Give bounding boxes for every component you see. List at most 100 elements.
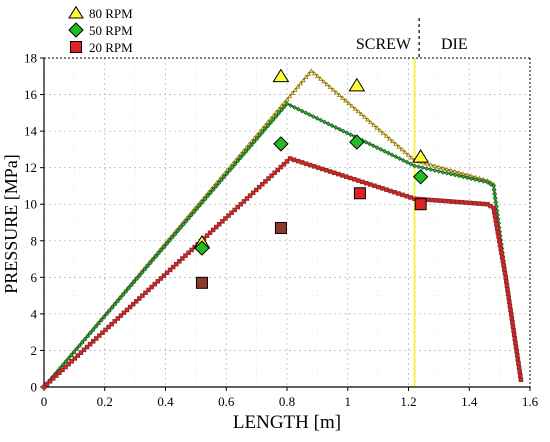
measured-point-50-rpm <box>273 136 289 152</box>
measured-points <box>193 68 430 289</box>
curve-marker-50-rpm <box>412 163 417 169</box>
curve-marker-20-rpm <box>149 284 154 290</box>
curve-marker-20-rpm <box>335 171 341 177</box>
curve-marker-20-rpm <box>498 246 503 251</box>
curve-marker-20-rpm <box>210 227 216 233</box>
curve-marker-20-rpm <box>344 174 349 179</box>
curve-marker-20-rpm <box>152 281 157 287</box>
curve-marker-20-rpm <box>497 238 502 243</box>
curve-marker-50-rpm <box>104 311 110 317</box>
curve-marker-20-rpm <box>396 191 401 196</box>
curve-marker-50-rpm <box>229 164 235 170</box>
curve-marker-50-rpm <box>123 289 129 294</box>
curve-marker-20-rpm <box>315 165 321 170</box>
curve-marker-80-rpm <box>292 87 298 92</box>
legend: 80 RPM 50 RPM 20 RPM <box>68 5 133 55</box>
curve-marker-20-rpm <box>284 159 290 164</box>
curve-marker-20-rpm <box>137 296 142 301</box>
curve-marker-20-rpm <box>250 190 256 196</box>
curve-marker-80-rpm <box>300 78 306 83</box>
curve-marker-20-rpm <box>507 303 513 309</box>
curve-marker-20-rpm <box>44 381 50 387</box>
curve-marker-50-rpm <box>456 173 462 179</box>
curve-marker-50-rpm <box>493 200 499 205</box>
curve-marker-50-rpm <box>389 152 395 158</box>
curve-marker-50-rpm <box>310 114 316 119</box>
curve-marker-20-rpm <box>408 195 413 200</box>
curve-marker-50-rpm <box>191 209 197 215</box>
curve-marker-20-rpm <box>429 197 434 203</box>
curve-marker-50-rpm <box>98 317 104 323</box>
curve-marker-20-rpm <box>319 166 325 172</box>
curve-marker-50-rpm <box>96 320 102 326</box>
curve-marker-20-rpm <box>376 184 381 190</box>
curve-marker-20-rpm <box>241 199 247 204</box>
curve-marker-20-rpm <box>84 344 90 350</box>
curve-marker-50-rpm <box>178 225 183 231</box>
curve-marker-20-rpm <box>115 316 121 321</box>
curve-marker-20-rpm <box>507 299 512 305</box>
curve-marker-20-rpm <box>499 254 505 260</box>
curve-marker-50-rpm <box>440 169 446 175</box>
curve-marker-80-rpm <box>333 90 339 95</box>
x-tick-label: 0.8 <box>279 394 295 409</box>
curve-marker-50-rpm <box>492 191 498 197</box>
curve-marker-20-rpm <box>404 193 409 199</box>
curve-marker-50-rpm <box>257 133 263 138</box>
curve-marker-20-rpm <box>291 157 297 163</box>
curve-marker-80-rpm <box>303 74 309 79</box>
curve-marker-50-rpm <box>370 143 376 149</box>
curve-marker-50-rpm <box>137 273 142 278</box>
curve-marker-50-rpm <box>279 107 284 113</box>
curve-marker-20-rpm <box>459 200 464 205</box>
curve-marker-20-rpm <box>275 167 280 173</box>
curve-marker-50-rpm <box>74 346 80 352</box>
curve-marker-20-rpm <box>496 234 501 239</box>
curve-marker-20-rpm <box>87 341 93 347</box>
curve-marker-50-rpm <box>205 193 211 199</box>
curve-marker-50-rpm <box>432 168 438 173</box>
curve-marker-50-rpm <box>246 145 252 151</box>
curve-marker-20-rpm <box>468 200 473 206</box>
curve-marker-50-rpm <box>180 222 186 228</box>
curve-marker-20-rpm <box>269 173 274 178</box>
curve-marker-20-rpm <box>463 200 469 205</box>
curve-marker-20-rpm <box>278 164 284 170</box>
curve-marker-20-rpm <box>247 193 253 198</box>
measured-point-20-rpm <box>195 276 208 289</box>
curve-marker-80-rpm <box>371 122 377 127</box>
curve-marker-20-rpm <box>164 270 170 276</box>
curve-marker-80-rpm <box>365 117 371 122</box>
curve-marker-50-rpm <box>213 184 219 189</box>
y-tick-label: 14 <box>24 124 38 139</box>
curve-marker-20-rpm <box>167 267 173 273</box>
curve-marker-20-rpm <box>69 359 74 364</box>
curve-marker-20-rpm <box>90 339 96 344</box>
curve-marker-20-rpm <box>183 253 188 258</box>
curve-marker-50-rpm <box>134 276 140 282</box>
curve-marker-20-rpm <box>260 181 265 187</box>
curve-marker-20-rpm <box>220 219 225 224</box>
curve-marker-80-rpm <box>284 97 290 102</box>
curve-marker-20-rpm <box>514 348 519 354</box>
curve-marker-50-rpm <box>400 157 406 163</box>
curve-marker-50-rpm <box>344 130 350 136</box>
curve-marker-80-rpm <box>336 92 342 97</box>
legend-marker-80-rpm <box>68 5 84 19</box>
curve-marker-20-rpm <box>121 310 127 315</box>
curve-marker-80-rpm <box>297 81 304 86</box>
curve-marker-80-rpm <box>358 111 364 116</box>
curve-marker-80-rpm <box>387 136 393 141</box>
curve-marker-20-rpm <box>311 164 317 169</box>
curve-marker-20-rpm <box>497 242 503 247</box>
curve-marker-20-rpm <box>94 336 99 341</box>
curve-marker-20-rpm <box>229 210 234 216</box>
curve-marker-20-rpm <box>512 336 518 341</box>
curve-marker-20-rpm <box>244 196 250 201</box>
curve-marker-50-rpm <box>260 129 265 135</box>
curve-marker-50-rpm <box>295 106 301 112</box>
curve-marker-50-rpm <box>348 132 354 138</box>
curve-marker-20-rpm <box>372 183 377 189</box>
curve-marker-20-rpm <box>118 313 124 318</box>
curve-marker-80-rpm <box>330 87 336 92</box>
